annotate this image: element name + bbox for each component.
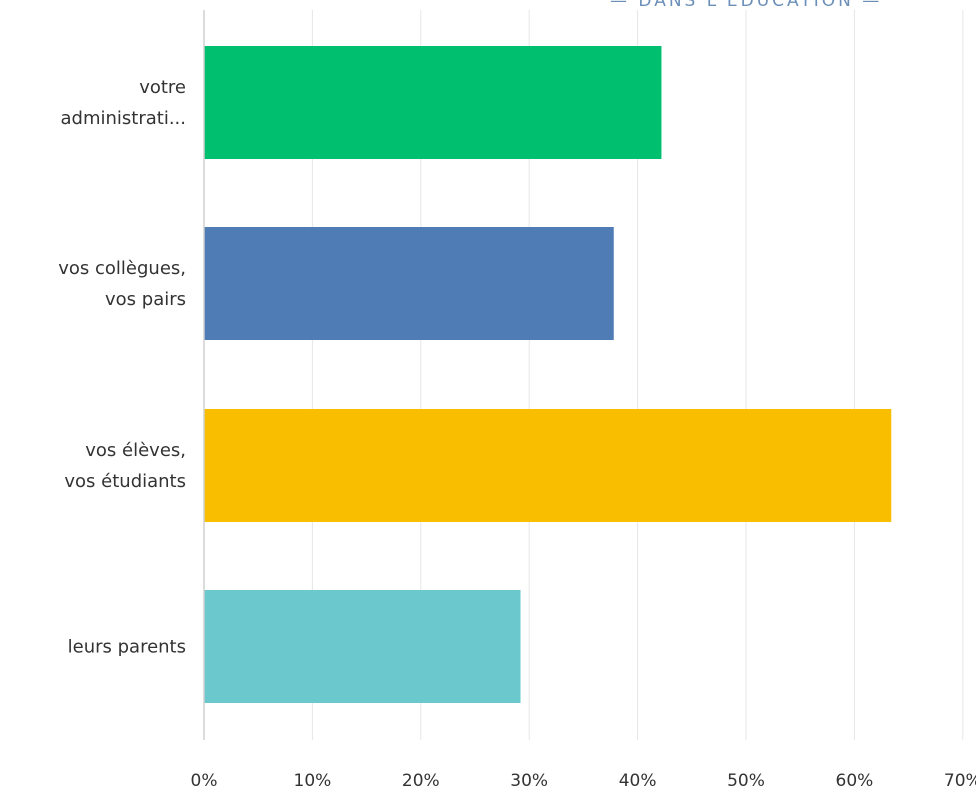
bar-2 xyxy=(204,409,892,522)
category-label-0-line-1: administrati... xyxy=(61,108,187,129)
category-label-1-line-1: vos pairs xyxy=(105,289,186,310)
category-label-2-line-0: vos élèves, xyxy=(85,440,186,461)
category-label-3-line-0: leurs parents xyxy=(68,637,186,658)
category-label-1-line-0: vos collègues, xyxy=(58,258,186,279)
x-tick-label-2: 20% xyxy=(402,771,440,789)
category-labels: votre administrati... vos collègues, vos pa… xyxy=(58,77,186,658)
x-tick-label-6: 60% xyxy=(836,771,874,789)
x-tick-label-7: 70% xyxy=(944,771,976,789)
x-tick-label-1: 10% xyxy=(294,771,332,789)
x-tick-label-0: 0% xyxy=(191,771,218,789)
bar-0 xyxy=(204,46,662,159)
category-label-2-line-1: vos étudiants xyxy=(64,471,186,492)
category-label-0-line-0: votre xyxy=(139,77,186,98)
chart-header-text: — DANS L'ÉDUCATION — xyxy=(610,0,883,11)
bars xyxy=(204,46,892,703)
x-tick-label-5: 50% xyxy=(727,771,765,789)
tick-labels: 0% 10% 20% 30% 40% 50% 60% 70% xyxy=(191,771,976,789)
bar-3 xyxy=(204,590,521,703)
x-tick-label-4: 40% xyxy=(619,771,657,789)
bar-1 xyxy=(204,227,614,340)
x-tick-label-3: 30% xyxy=(510,771,548,789)
